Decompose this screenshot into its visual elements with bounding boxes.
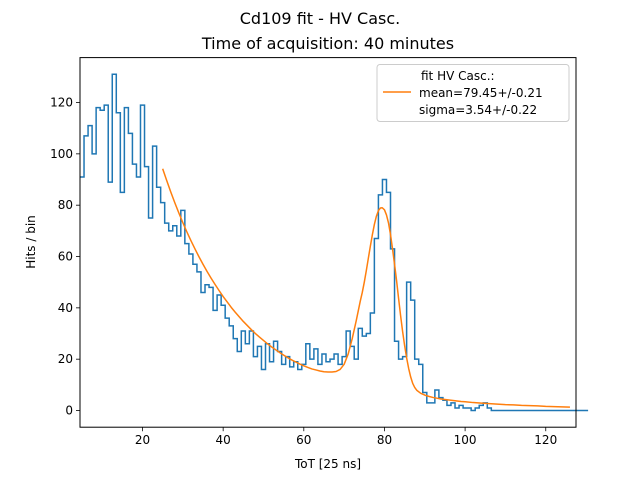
x-tick-label: 40 — [216, 433, 231, 447]
legend-box — [376, 64, 570, 122]
x-tick-label: 100 — [454, 433, 477, 447]
legend-fit-sigma: sigma=3.54+/-0.22 — [419, 103, 537, 117]
x-axis-label: ToT [25 ns] — [294, 457, 361, 471]
legend-fit-title: fit HV Casc.: — [421, 69, 495, 83]
y-tick-label: 0 — [65, 404, 73, 418]
legend-fit-mean: mean=79.45+/-0.21 — [419, 86, 543, 100]
x-tick-label: 60 — [296, 433, 311, 447]
chart-subtitle: Time of acquisition: 40 minutes — [201, 34, 454, 53]
x-tick-label: 80 — [377, 433, 392, 447]
y-tick-label: 20 — [58, 352, 73, 366]
chart-title: Cd109 fit - HV Casc. — [240, 9, 401, 28]
y-axis-label: Hits / bin — [24, 215, 38, 269]
y-tick-label: 120 — [50, 96, 73, 110]
y-tick-label: 100 — [50, 147, 73, 161]
histogram-series — [80, 73, 589, 412]
y-tick-label: 60 — [58, 250, 73, 264]
legend: fit HV Casc.: mean=79.45+/-0.21 sigma=3.… — [376, 64, 570, 122]
plot-area — [80, 73, 589, 412]
x-axis: 20 40 60 80 100 120 — [135, 427, 557, 447]
y-tick-label: 40 — [58, 301, 73, 315]
fit-curve — [161, 168, 570, 408]
y-tick-label: 80 — [58, 198, 73, 212]
y-axis: 0 20 40 60 80 100 120 — [50, 96, 80, 418]
plot-frame — [79, 57, 577, 428]
x-tick-label: 20 — [135, 433, 150, 447]
x-tick-label: 120 — [534, 433, 557, 447]
